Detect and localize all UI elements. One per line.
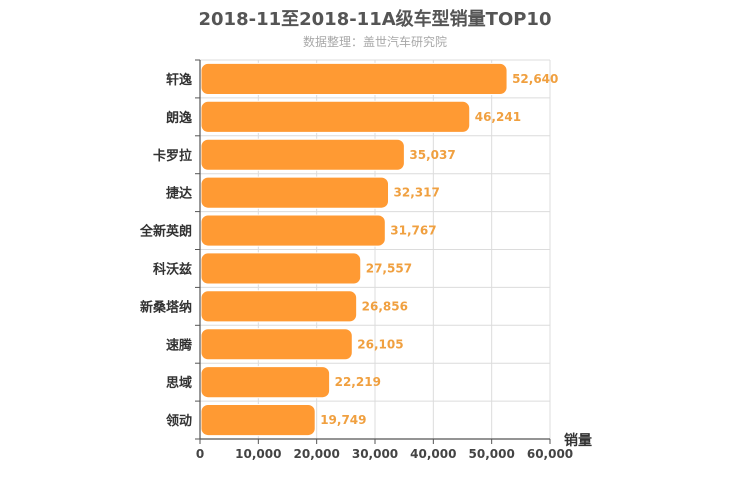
chart-subtitle: 数据整理：盖世汽车研究院 xyxy=(302,35,447,49)
x-axis-title: 销量 xyxy=(564,432,592,449)
bar-value-label: 31,767 xyxy=(390,224,436,238)
category-label: 朗逸 xyxy=(166,110,192,126)
x-tick-label: 40,000 xyxy=(410,447,456,461)
bar xyxy=(200,138,405,171)
bar xyxy=(200,404,316,437)
bar xyxy=(200,176,390,209)
category-label: 速腾 xyxy=(166,337,193,353)
bar-value-label: 35,037 xyxy=(409,148,455,162)
category-label: 思域 xyxy=(166,375,192,391)
x-tick-label: 20,000 xyxy=(294,447,340,461)
x-tick-label: 50,000 xyxy=(469,447,515,461)
bar-value-label: 46,241 xyxy=(475,110,521,124)
axes xyxy=(195,59,551,444)
bar-value-label: 22,219 xyxy=(335,375,381,389)
bar-value-label: 26,105 xyxy=(357,337,403,351)
category-label: 轩逸 xyxy=(166,72,192,88)
bar xyxy=(200,252,362,285)
category-label: 科沃兹 xyxy=(153,261,192,277)
category-label: 捷达 xyxy=(166,186,192,202)
bar xyxy=(200,290,358,323)
bar-value-label: 32,317 xyxy=(394,186,440,200)
category-label: 卡罗拉 xyxy=(153,148,192,164)
category-label: 领动 xyxy=(166,413,192,429)
bar xyxy=(200,62,508,95)
bar-value-label: 26,856 xyxy=(362,299,408,313)
labels: 52,640 轩逸 46,241 朗逸 35,037 卡罗拉 32,317 捷达 31,767 全… xyxy=(139,72,573,461)
bar-value-label: 52,640 xyxy=(512,72,558,86)
bar xyxy=(200,100,471,133)
bar xyxy=(200,214,386,247)
category-label: 全新英朗 xyxy=(139,224,192,240)
x-tick-label: 0 xyxy=(196,447,204,461)
bar xyxy=(200,366,331,399)
x-tick-label: 10,000 xyxy=(235,447,281,461)
bars xyxy=(200,62,508,437)
bar-value-label: 27,557 xyxy=(366,261,412,275)
category-label: 新桑塔纳 xyxy=(140,299,192,315)
bar xyxy=(200,328,353,361)
bar-value-label: 19,749 xyxy=(320,413,366,427)
x-tick-label: 30,000 xyxy=(352,447,398,461)
x-tick-label: 60,000 xyxy=(527,447,573,461)
chart-title: 2018-11至2018-11A级车型销量TOP10 xyxy=(198,9,552,30)
